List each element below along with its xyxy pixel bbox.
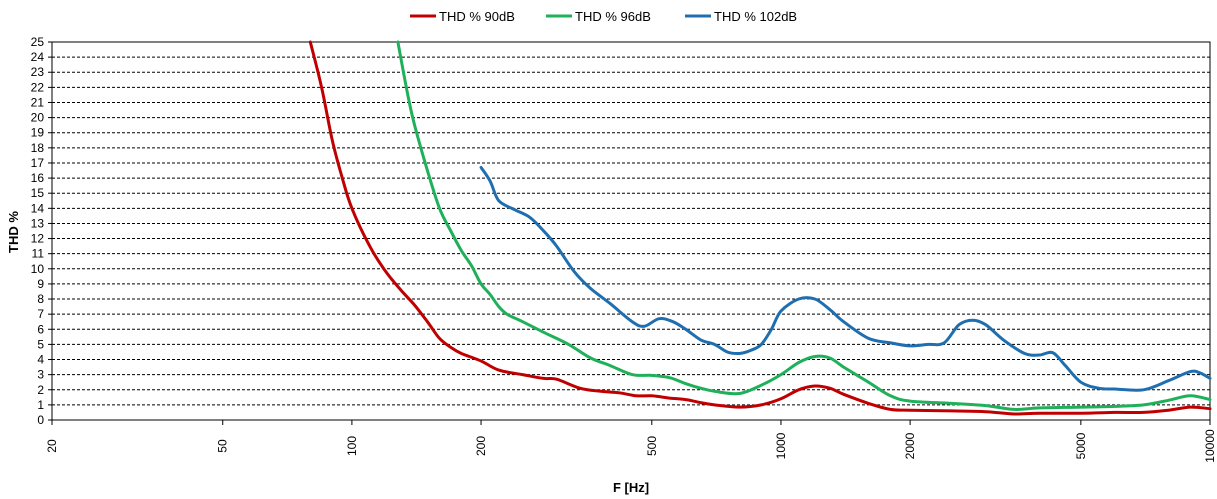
plot-area: 20 50 100 200 500 1000 2000 5000 10000 012345678…: [31, 35, 1217, 463]
series-line-thd-90db: [308, 40, 1212, 416]
x-axis-title: F [Hz]: [613, 480, 649, 495]
x-tick-label: 200: [474, 436, 488, 456]
y-tick-label: 3: [37, 368, 44, 382]
x-tick-label: 10000: [1203, 429, 1217, 463]
series-line-thd-96db: [396, 40, 1212, 411]
plot-frame: [51, 41, 1211, 421]
y-tick-label: 25: [31, 35, 45, 49]
y-tick-label: 17: [31, 156, 45, 170]
x-axis: 20 50 100 200 500 1000 2000 5000 10000: [45, 420, 1217, 463]
x-tick-label: 5000: [1074, 432, 1088, 459]
y-tick-label: 24: [31, 50, 45, 64]
y-tick-label: 21: [31, 95, 45, 109]
x-tick-label: 1000: [774, 432, 788, 459]
y-tick-label: 14: [31, 201, 45, 215]
y-tick-label: 18: [31, 141, 45, 155]
y-tick-label: 0: [37, 413, 44, 427]
y-tick-label: 19: [31, 126, 45, 140]
y-tick-label: 20: [31, 111, 45, 125]
y-tick-label: 5: [37, 337, 44, 351]
grid: [52, 56, 1210, 406]
y-axis: 0123456789101112131415161718192021222324…: [31, 35, 52, 427]
x-tick-label: 50: [216, 439, 230, 453]
y-tick-label: 2: [37, 383, 44, 397]
y-tick-label: 16: [31, 171, 45, 185]
legend-label: THD % 102dB: [714, 9, 797, 24]
y-tick-label: 23: [31, 65, 45, 79]
y-tick-label: 11: [32, 247, 45, 261]
y-tick-label: 13: [31, 216, 45, 230]
legend: THD % 90dB THD % 96dB THD % 102dB: [410, 9, 797, 24]
y-tick-label: 1: [37, 398, 44, 412]
series-lines: [308, 40, 1212, 416]
y-axis-title: THD %: [6, 211, 21, 253]
legend-label: THD % 90dB: [439, 9, 515, 24]
y-tick-label: 10: [31, 262, 45, 276]
y-tick-label: 8: [37, 292, 44, 306]
y-tick-label: 7: [37, 307, 44, 321]
y-tick-label: 12: [31, 232, 45, 246]
x-tick-label: 20: [45, 439, 59, 453]
y-tick-label: 22: [31, 80, 45, 94]
y-tick-label: 9: [37, 277, 44, 291]
legend-label: THD % 96dB: [575, 9, 651, 24]
x-tick-label: 500: [645, 436, 659, 456]
x-tick-label: 2000: [903, 432, 917, 459]
series-line-thd-102db: [479, 166, 1212, 392]
y-tick-label: 15: [31, 186, 45, 200]
y-tick-label: 6: [37, 322, 44, 336]
y-tick-label: 4: [37, 353, 44, 367]
x-tick-label: 100: [345, 436, 359, 456]
